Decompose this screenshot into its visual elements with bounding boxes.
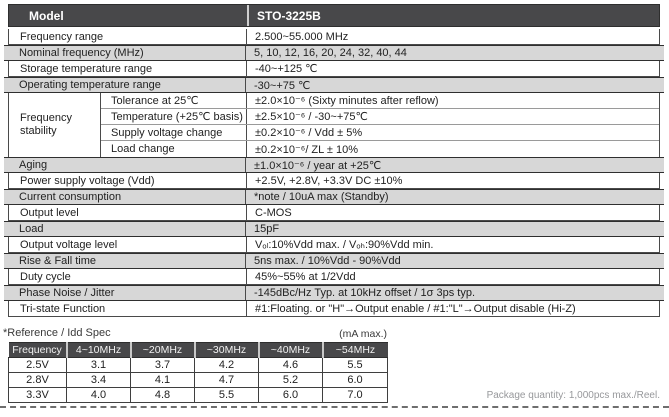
spec-row-label: Storage temperature range bbox=[9, 61, 247, 76]
spec-row-nominal-frequency: Nominal frequency (MHz) 5, 10, 12, 16, 2… bbox=[4, 45, 664, 61]
spec-row-label: Duty cycle bbox=[9, 269, 247, 284]
idd-col-30mhz: ~30MHz bbox=[193, 342, 259, 358]
idd-cell: 4.0 bbox=[66, 387, 131, 403]
idd-row-3v3: 3.3V 4.0 4.8 5.5 6.0 7.0 bbox=[8, 387, 388, 403]
spec-row-rise-fall-time: Rise & Fall time 5ns max. / 10%Vdd - 90%… bbox=[4, 253, 664, 269]
spec-row-storage-temperature: Storage temperature range -40~+125 ℃ bbox=[8, 61, 660, 77]
spec-row-value: -145dBc/Hz Typ. at 10kHz offset / 1σ 3ps… bbox=[254, 287, 475, 299]
spec-row-value: C-MOS bbox=[255, 206, 292, 219]
spec-row-value: -30~+75 ℃ bbox=[254, 79, 311, 92]
idd-col-40mhz: ~40MHz bbox=[257, 342, 323, 358]
model-header-label: Model bbox=[29, 8, 64, 23]
spec-row-label: Output voltage level bbox=[9, 237, 247, 252]
idd-spec-table: Frequency 4~10MHz ~20MHz ~30MHz ~40MHz ~… bbox=[8, 342, 388, 403]
spec-row-operating-temperature: Operating temperature range -30~+75 ℃ bbox=[4, 77, 664, 93]
idd-cell: 6.0 bbox=[258, 387, 323, 403]
idd-cell: 6.0 bbox=[322, 372, 388, 388]
idd-cell: 3.4 bbox=[66, 372, 131, 388]
spec-row-value: Vₒₗ:10%Vdd max. / Vₒₕ:90%Vdd min. bbox=[255, 239, 434, 251]
idd-cell: 5.2 bbox=[258, 372, 323, 388]
stability-row-value: ±0.2×10⁻⁶/ ZL ± 10% bbox=[255, 143, 359, 156]
spec-row-power-supply-voltage: Power supply voltage (Vdd) +2.5V, +2.8V,… bbox=[8, 173, 660, 189]
spec-row-output-voltage-level: Output voltage level Vₒₗ:10%Vdd max. / V… bbox=[8, 237, 660, 253]
spec-row-label: Frequency range bbox=[9, 29, 247, 44]
model-header-value: STO-3225B bbox=[247, 5, 659, 26]
spec-row-value: #1:Floating. or "H"→Output enable / #1:"… bbox=[255, 302, 576, 315]
stability-row-supply-voltage: Supply voltage change ±0.2×10⁻⁶ / Vdd ± … bbox=[101, 125, 659, 141]
spec-row-label: Phase Noise / Jitter bbox=[8, 286, 246, 300]
spec-row-value: +2.5V, +2.8V, +3.3V DC ±10% bbox=[255, 174, 403, 187]
idd-row-2v8: 2.8V 3.4 4.1 4.7 5.2 6.0 bbox=[8, 372, 388, 388]
spec-row-value: 5ns max. / 10%Vdd - 90%Vdd bbox=[254, 255, 401, 267]
idd-cell: 4.7 bbox=[194, 372, 259, 388]
stability-row-label: Supply voltage change bbox=[101, 125, 247, 140]
spec-row-label: Nominal frequency (MHz) bbox=[8, 46, 246, 60]
stability-row-load-change: Load change ±0.2×10⁻⁶/ ZL ± 10% bbox=[101, 141, 659, 157]
idd-col-4-10mhz: 4~10MHz bbox=[65, 342, 131, 358]
spec-row-label: Current consumption bbox=[8, 190, 246, 204]
spec-row-value: 5, 10, 12, 16, 20, 24, 32, 40, 44 bbox=[254, 47, 407, 59]
idd-cell: 2.5V bbox=[8, 357, 67, 373]
spec-row-label: Aging bbox=[8, 158, 246, 172]
idd-cell: 7.0 bbox=[322, 387, 388, 403]
spec-row-value: 15pF bbox=[254, 223, 280, 235]
idd-col-frequency: Frequency bbox=[8, 342, 67, 358]
stability-row-label: Load change bbox=[101, 141, 247, 157]
idd-header-row: Frequency 4~10MHz ~20MHz ~30MHz ~40MHz ~… bbox=[8, 342, 388, 358]
idd-cell: 4.6 bbox=[258, 357, 323, 373]
idd-col-54mhz: ~54MHz bbox=[321, 342, 388, 358]
idd-cell: 3.7 bbox=[130, 357, 195, 373]
spec-row-label: Operating temperature range bbox=[8, 78, 246, 92]
spec-row-load: Load 15pF bbox=[4, 221, 664, 237]
spec-row-label: Output level bbox=[9, 205, 247, 220]
idd-cell: 5.5 bbox=[322, 357, 388, 373]
spec-row-value: 2.500~55.000 MHz bbox=[255, 30, 349, 43]
spec-row-value: *note / 10uA max (Standby) bbox=[254, 191, 389, 203]
stability-row-value: ±2.5×10⁻⁶ / -30~+75℃ bbox=[255, 111, 368, 123]
idd-cell: 4.2 bbox=[194, 357, 259, 373]
stability-row-temperature: Temperature (+25℃ basis) ±2.5×10⁻⁶ / -30… bbox=[101, 109, 659, 125]
idd-cell: 4.1 bbox=[130, 372, 195, 388]
stability-row-tolerance: Tolerance at 25℃ ±2.0×10⁻⁶ (Sixty minute… bbox=[101, 93, 659, 109]
spec-row-phase-noise-jitter: Phase Noise / Jitter -145dBc/Hz Typ. at … bbox=[4, 285, 664, 301]
stability-row-value: ±0.2×10⁻⁶ / Vdd ± 5% bbox=[255, 127, 363, 139]
idd-cell: 5.5 bbox=[194, 387, 259, 403]
idd-cell: 2.8V bbox=[8, 372, 67, 388]
spec-row-label: Rise & Fall time bbox=[8, 254, 246, 268]
spec-table-header: Model STO-3225B bbox=[8, 4, 660, 27]
spec-table: Model STO-3225B Frequency range 2.500~55… bbox=[4, 4, 664, 317]
frequency-stability-group: Frequency stability Tolerance at 25℃ ±2.… bbox=[8, 93, 660, 157]
spec-row-value: -40~+125 ℃ bbox=[255, 63, 318, 75]
bottom-dashed-divider bbox=[0, 406, 669, 408]
spec-row-value: ±1.0×10⁻⁶ / year at +25℃ bbox=[254, 159, 382, 172]
spec-row-frequency-range: Frequency range 2.500~55.000 MHz bbox=[8, 29, 660, 45]
spec-row-value: 45%~55% at 1/2Vdd bbox=[255, 270, 356, 283]
spec-row-duty-cycle: Duty cycle 45%~55% at 1/2Vdd bbox=[8, 269, 660, 285]
stability-row-label: Tolerance at 25℃ bbox=[101, 93, 247, 108]
idd-cell: 3.1 bbox=[66, 357, 131, 373]
spec-row-aging: Aging ±1.0×10⁻⁶ / year at +25℃ bbox=[4, 157, 664, 173]
package-quantity-note: Package quantity: 1,000pcs max./Reel. bbox=[486, 390, 660, 401]
idd-cell: 4.8 bbox=[130, 387, 195, 403]
stability-row-label: Temperature (+25℃ basis) bbox=[101, 109, 247, 124]
spec-row-output-level: Output level C-MOS bbox=[8, 205, 660, 221]
spec-row-label: Load bbox=[8, 222, 246, 236]
spec-row-label: Tri-state Function bbox=[9, 301, 247, 316]
idd-spec-unit: (mA max.) bbox=[339, 328, 387, 340]
frequency-stability-label: Frequency stability bbox=[9, 93, 101, 157]
idd-col-20mhz: ~20MHz bbox=[129, 342, 195, 358]
idd-spec-title: *Reference / Idd Spec bbox=[3, 327, 111, 339]
spec-row-tri-state-function: Tri-state Function #1:Floating. or "H"→O… bbox=[8, 301, 660, 317]
idd-row-2v5: 2.5V 3.1 3.7 4.2 4.6 5.5 bbox=[8, 357, 388, 373]
stability-row-value: ±2.0×10⁻⁶ (Sixty minutes after reflow) bbox=[255, 95, 439, 107]
spec-row-current-consumption: Current consumption *note / 10uA max (St… bbox=[4, 189, 664, 205]
idd-cell: 3.3V bbox=[8, 387, 67, 403]
spec-row-label: Power supply voltage (Vdd) bbox=[9, 173, 247, 188]
frequency-stability-rows: Tolerance at 25℃ ±2.0×10⁻⁶ (Sixty minute… bbox=[101, 93, 659, 157]
